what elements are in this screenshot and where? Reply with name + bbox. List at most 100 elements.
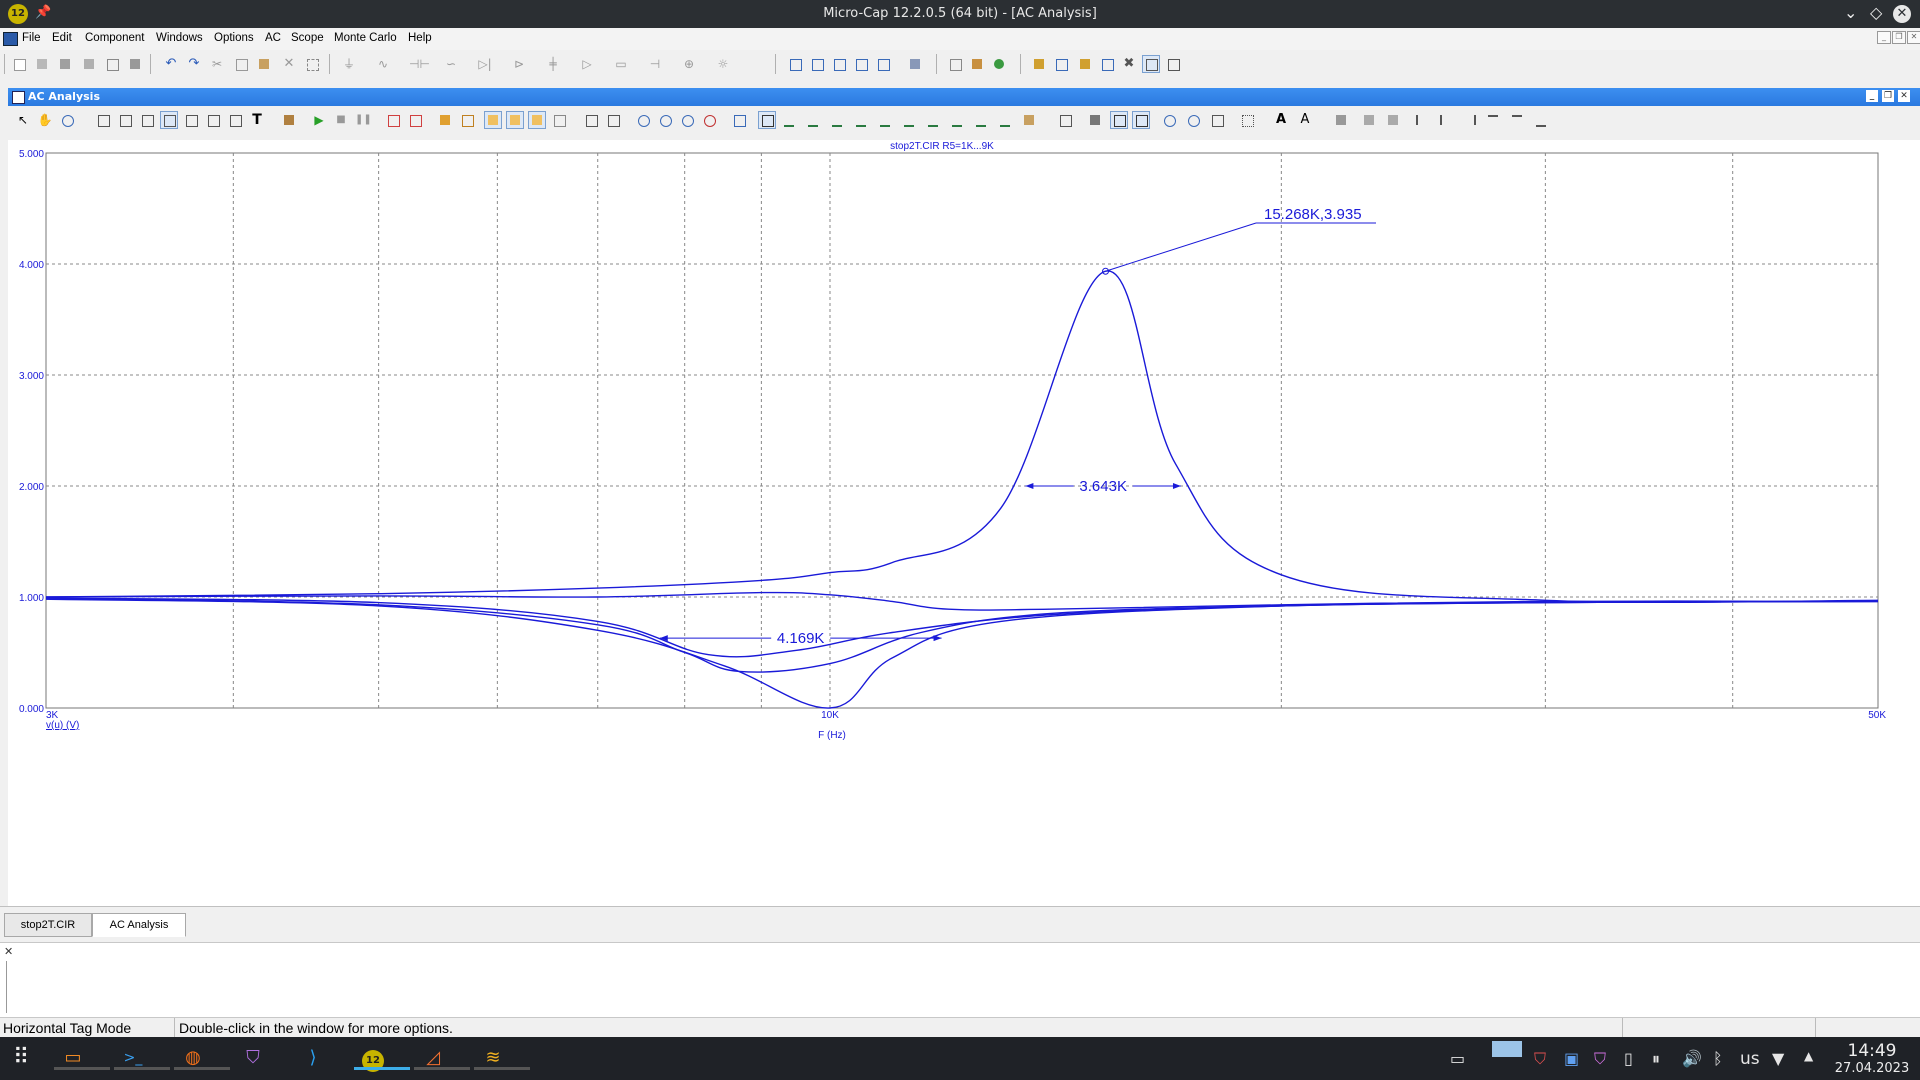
stop-icon[interactable]: ■ <box>336 114 346 125</box>
tray-bluetooth-icon[interactable]: ᛒ <box>1713 1049 1723 1068</box>
battery-component-icon[interactable]: ⊣ <box>649 57 661 71</box>
font-size-icon[interactable]: A <box>1300 112 1310 127</box>
run-analysis-icon[interactable] <box>1030 55 1048 73</box>
bottom-icon[interactable] <box>972 111 990 129</box>
menu-windows[interactable]: Windows <box>156 32 203 44</box>
menu-edit[interactable]: Edit <box>52 32 72 44</box>
horizontal-tag-icon[interactable] <box>160 111 178 129</box>
terminal-icon[interactable]: >_ <box>114 1044 170 1072</box>
undo-icon[interactable]: ↶ <box>165 56 177 71</box>
align-left-icon[interactable] <box>1412 111 1430 129</box>
menu-file[interactable]: File <box>22 32 41 44</box>
cut-icon[interactable]: ✂ <box>211 57 223 71</box>
mdi-close-icon[interactable]: ✕ <box>1907 31 1920 44</box>
top-icon[interactable] <box>948 111 966 129</box>
minimize-icon[interactable]: ⌄ <box>1844 3 1858 22</box>
same-y-scale-icon[interactable] <box>1110 111 1128 129</box>
tray-wifi-icon[interactable]: ▼ <box>1772 1049 1785 1068</box>
bring-front-icon[interactable] <box>1332 111 1350 129</box>
add-text-icon[interactable] <box>280 111 298 129</box>
redo-icon[interactable]: ↷ <box>188 56 200 71</box>
stepping-disabled-icon[interactable] <box>384 111 402 129</box>
store-icon[interactable]: ⛉ <box>246 1047 260 1068</box>
calculator-icon[interactable] <box>906 55 924 73</box>
inductor-component-icon[interactable]: ∽ <box>445 57 457 71</box>
clock-date[interactable]: 27.04.2023 <box>1834 1061 1910 1076</box>
analysis-window-icon[interactable] <box>12 91 25 104</box>
print-icon[interactable] <box>126 55 144 73</box>
high-icon[interactable] <box>828 111 846 129</box>
pan-mode-icon[interactable]: ✋ <box>37 113 53 127</box>
group-icon[interactable] <box>1360 111 1378 129</box>
zoom-q-icon[interactable] <box>634 111 652 129</box>
global-low-icon[interactable] <box>924 111 942 129</box>
zoom-fit-icon[interactable] <box>1208 111 1226 129</box>
select-mode-icon[interactable]: ↖ <box>17 113 29 127</box>
save-icon[interactable] <box>56 55 74 73</box>
auto-scale-icon[interactable] <box>1132 111 1150 129</box>
resistor-component-icon[interactable]: ∿ <box>377 57 389 71</box>
globe-icon[interactable] <box>990 55 1008 73</box>
align-grid-icon[interactable] <box>1238 111 1256 129</box>
layout-d-icon[interactable] <box>550 111 568 129</box>
print-preview-icon[interactable] <box>103 55 121 73</box>
stepping-icon[interactable] <box>1076 55 1094 73</box>
ground-component-icon[interactable]: ⏚ <box>342 57 355 71</box>
output-close-icon[interactable]: ✕ <box>4 945 14 958</box>
font-icon[interactable]: A <box>1275 112 1287 127</box>
macro-component-icon[interactable]: ▭ <box>615 57 627 71</box>
pin-icon[interactable]: 📌 <box>35 5 52 20</box>
tokens-icon[interactable] <box>436 111 454 129</box>
mdi-minimize-icon[interactable]: _ <box>1877 31 1891 44</box>
stack-app-icon[interactable]: ≋ <box>474 1044 530 1072</box>
menu-ac[interactable]: AC <box>265 32 281 44</box>
copy-clipboard-icon[interactable] <box>1020 111 1038 129</box>
peak-icon[interactable] <box>780 111 798 129</box>
transistor-component-icon[interactable]: ⊳ <box>513 57 525 71</box>
tray-display-icon[interactable]: ▭ <box>1450 1049 1466 1068</box>
performance-tag-icon[interactable] <box>226 111 244 129</box>
mdi-restore-icon[interactable]: ❐ <box>1892 31 1906 44</box>
layout-c-icon[interactable] <box>528 111 546 129</box>
opamp-component-icon[interactable]: ▷ <box>582 57 592 71</box>
animate-icon[interactable] <box>1086 111 1104 129</box>
tray-clipboard-icon[interactable]: ▯ <box>1624 1049 1633 1068</box>
zoom-t-icon[interactable] <box>700 111 718 129</box>
vscode-icon[interactable]: ⟩ <box>309 1047 317 1068</box>
plot-view-icon[interactable] <box>1142 55 1160 73</box>
tools-icon[interactable]: ✖ <box>1123 56 1135 71</box>
tray-pause-icon[interactable]: ⏸ <box>1652 1049 1661 1068</box>
zoom-box-icon[interactable] <box>138 111 156 129</box>
run-icon[interactable]: ▶ <box>314 113 324 127</box>
select-all-icon[interactable] <box>303 55 321 73</box>
zoom-in-icon[interactable] <box>1160 111 1178 129</box>
source-component-icon[interactable]: ⊕ <box>683 57 695 71</box>
tray-shield-icon[interactable]: ⛉ <box>1534 1049 1547 1068</box>
tray-store-icon[interactable]: ⛉ <box>1594 1049 1607 1068</box>
tab-ac-analysis[interactable]: AC Analysis <box>92 913 186 937</box>
capacitor-component-icon[interactable]: ⊣⊢ <box>409 57 430 71</box>
diode-component-icon[interactable]: ▷| <box>478 57 492 71</box>
tab-schematic[interactable]: stop2T.CIR <box>4 913 92 937</box>
align-top-icon[interactable] <box>1484 111 1502 129</box>
point-tag-icon[interactable] <box>204 111 222 129</box>
micro-cap-app-icon[interactable]: 12 <box>8 4 28 24</box>
slope-icon[interactable] <box>996 111 1014 129</box>
text-tool-icon[interactable]: T <box>252 112 262 128</box>
numeric-output-icon[interactable] <box>1056 111 1074 129</box>
stepping-enabled-icon[interactable] <box>406 111 424 129</box>
analysis-close-icon[interactable]: ✕ <box>1898 90 1910 102</box>
component-panel-icon[interactable] <box>946 55 964 73</box>
plot-area[interactable]: 15.268K,3.935 3.643K 4.169K stop2T.CIR R5=… <box>8 140 1920 906</box>
document-icon[interactable] <box>3 32 18 46</box>
edit-curve-icon[interactable] <box>730 111 748 129</box>
zoom-r-icon[interactable] <box>656 111 674 129</box>
align-center-icon[interactable] <box>1436 111 1454 129</box>
grid-icon[interactable] <box>458 111 476 129</box>
tray-windows-icon[interactable]: ▣ <box>1564 1049 1580 1068</box>
align-right-icon[interactable] <box>1460 111 1478 129</box>
arrange-icon[interactable] <box>852 55 870 73</box>
ac-analysis-plot[interactable]: 15.268K,3.935 3.643K 4.169K stop2T.CIR R5=… <box>8 140 1920 906</box>
waveform-icon[interactable] <box>1098 55 1116 73</box>
tray-keyboard-layout[interactable]: us <box>1740 1049 1760 1069</box>
